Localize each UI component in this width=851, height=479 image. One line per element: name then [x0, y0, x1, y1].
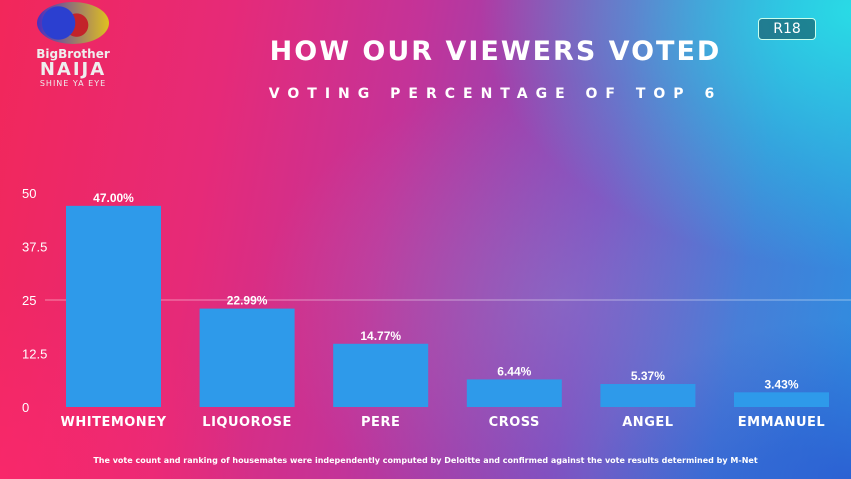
- x-tick-label: EMMANUEL: [738, 415, 825, 430]
- logo-line2: NAIJA: [39, 59, 107, 80]
- bar-whitemoney: [66, 205, 161, 407]
- logo-line3: SHINE YA EYE: [39, 79, 107, 88]
- y-tick-label: 50: [22, 186, 36, 201]
- y-tick-label: 0: [22, 400, 29, 415]
- footnote: The vote count and ranking of housemates…: [93, 456, 758, 465]
- chart-title: HOW OUR VIEWERS VOTED: [269, 36, 722, 67]
- data-label: 3.43%: [764, 377, 798, 391]
- bar-angel: [600, 384, 696, 407]
- x-tick-label: ANGEL: [622, 415, 673, 430]
- y-tick-label: 25: [22, 293, 36, 308]
- data-label: 5.37%: [631, 369, 665, 383]
- eye-logo-icon: [37, 2, 109, 44]
- y-tick-label: 37.5: [22, 240, 47, 255]
- x-tick-label: WHITEMONEY: [61, 415, 167, 430]
- bar-liquorose: [199, 308, 295, 407]
- y-tick-label: 12.5: [22, 347, 47, 362]
- logo-line1: BigBrother: [36, 47, 110, 61]
- big-brother-naija-logo: BigBrother NAIJA SHINE YA EYE: [28, 2, 118, 88]
- bar-cross: [466, 379, 562, 407]
- data-label: 22.99%: [227, 294, 268, 308]
- x-tick-label: CROSS: [489, 415, 540, 430]
- chart-subtitle: VOTING PERCENTAGE OF TOP 6: [268, 86, 723, 102]
- data-label: 6.44%: [497, 364, 531, 378]
- x-tick-label: LIQUOROSE: [202, 415, 292, 430]
- bar-emmanuel: [734, 392, 829, 407]
- rating-badge: R18: [758, 18, 816, 40]
- data-label: 47.00%: [93, 191, 134, 205]
- bar-pere: [333, 343, 429, 407]
- data-label: 14.77%: [360, 329, 401, 343]
- x-tick-label: PERE: [361, 415, 400, 430]
